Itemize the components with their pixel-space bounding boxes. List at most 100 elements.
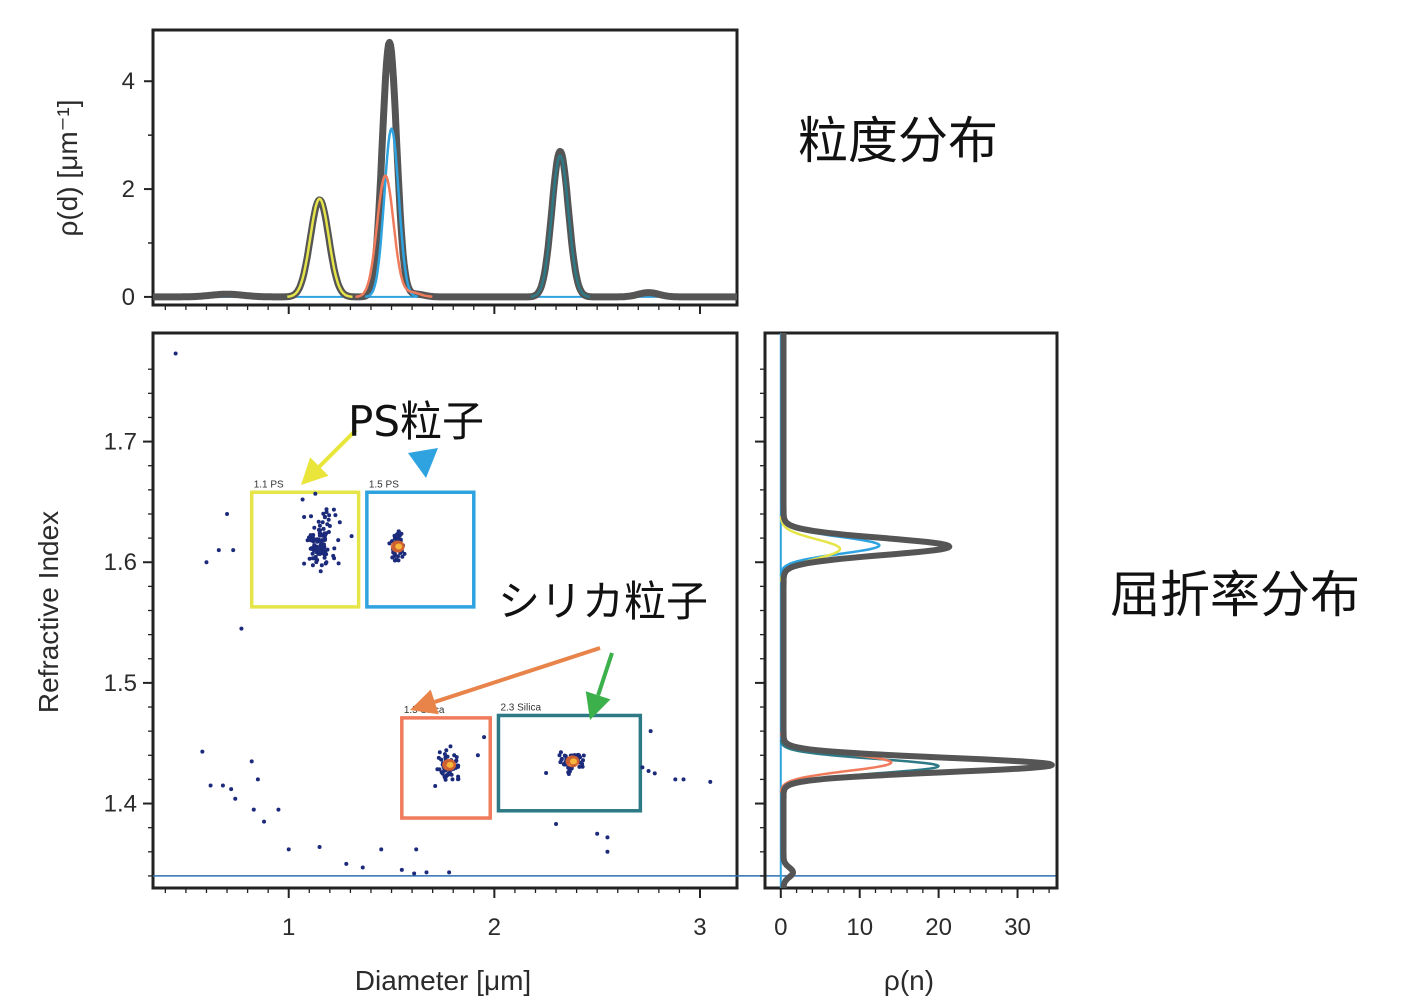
scatter-point xyxy=(307,556,312,561)
scatter-point xyxy=(452,753,457,758)
scatter-point xyxy=(442,775,447,780)
scatter-point xyxy=(396,554,400,559)
scatter-point xyxy=(302,515,307,519)
scatter-point xyxy=(326,517,331,522)
scatter-point xyxy=(456,777,461,781)
scatter-point xyxy=(300,497,305,502)
scatter-point xyxy=(327,524,332,528)
y-axis-title: ρ(d) [μm⁻¹] xyxy=(52,99,83,236)
scatter-point xyxy=(321,544,326,549)
scatter-point xyxy=(310,537,315,542)
scatter-point xyxy=(577,753,581,758)
scatter-point xyxy=(251,807,256,812)
ri-distribution-label: 屈折率分布 xyxy=(1110,566,1360,624)
line-series-silica_large xyxy=(530,154,591,298)
cluster-box xyxy=(365,490,476,609)
scatter-point xyxy=(310,563,315,568)
scatter-point xyxy=(233,796,238,801)
scatter-point xyxy=(544,771,549,775)
scatter-point xyxy=(323,536,328,541)
scatter-point xyxy=(249,759,254,764)
scatter-point xyxy=(442,752,447,757)
orange-arrow-shaft xyxy=(434,646,601,704)
y-tick-label: 1.4 xyxy=(104,791,137,818)
x-tick-label: 3 xyxy=(693,914,706,941)
scatter-point xyxy=(333,513,338,518)
scatter-point xyxy=(557,753,562,758)
scatter-point xyxy=(390,539,394,544)
scatter-point xyxy=(317,533,322,538)
scatter-point xyxy=(445,754,450,759)
top-plot-frame xyxy=(151,28,739,307)
scatter-point xyxy=(360,865,365,870)
line-series-total xyxy=(780,330,1055,891)
y-tick-label: 4 xyxy=(122,68,135,95)
scatter-point xyxy=(412,871,417,876)
x-tick-label: 2 xyxy=(488,914,501,941)
scatter-point xyxy=(424,870,429,875)
scatter-point xyxy=(559,756,564,761)
scatter-point xyxy=(309,514,313,519)
scatter-point xyxy=(554,822,559,827)
cluster-box-label: 2.3 Silica xyxy=(500,702,541,713)
silica-annotation: シリカ粒子 xyxy=(498,577,708,626)
scatter-point xyxy=(323,533,328,538)
scatter-point xyxy=(449,772,454,777)
scatter-point xyxy=(448,744,453,749)
scatter-point xyxy=(605,835,610,840)
scatter-point xyxy=(313,491,318,496)
scatter-point xyxy=(321,526,326,531)
scatter-point xyxy=(220,783,225,788)
y-tick-label: 1.6 xyxy=(104,549,137,576)
y-tick-label: 0 xyxy=(122,284,135,311)
scatter-point xyxy=(327,513,332,518)
scatter-point xyxy=(311,545,316,549)
scatter-point xyxy=(581,758,585,763)
x-tick-label: 30 xyxy=(1004,914,1031,941)
scatter-point xyxy=(435,767,440,772)
density-core-center xyxy=(395,543,403,550)
scatter-point xyxy=(319,563,324,568)
scatter-point xyxy=(439,757,444,762)
scatter-point xyxy=(563,754,568,759)
y-tick-label: 1.5 xyxy=(104,670,137,697)
ri-plot-frame xyxy=(763,331,1059,890)
scatter-point xyxy=(262,819,267,824)
size-distribution-chart: 0 2 4 ρ(d) [μm⁻¹] xyxy=(52,28,740,314)
scatter-point xyxy=(239,626,244,631)
ps-annotation: PS粒子 xyxy=(348,397,484,446)
density-core-center xyxy=(569,758,577,765)
scatter-point xyxy=(482,735,487,740)
scatter-point xyxy=(316,519,321,524)
scatter-chart: 1 2 3 1.4 1.5 1.6 1.7 Refractive Index Diameter … xyxy=(33,331,1057,996)
scatter-point xyxy=(302,561,307,566)
scatter-point xyxy=(444,748,449,753)
scatter-point xyxy=(320,520,325,525)
scatter-point xyxy=(312,525,317,530)
yellow-arrow-shaft xyxy=(317,428,358,469)
yellow-arrow-head xyxy=(301,457,329,485)
scatter-point xyxy=(255,777,260,782)
scatter-point xyxy=(440,771,445,776)
y-axis-title: Refractive Index xyxy=(33,511,64,713)
y-tick-label: 1.7 xyxy=(104,429,137,456)
scatter-point xyxy=(414,847,419,852)
scatter-point xyxy=(200,749,205,754)
density-core-center xyxy=(446,761,454,768)
scatter-point xyxy=(225,511,230,516)
scatter-point xyxy=(395,558,399,562)
scatter-point xyxy=(231,548,236,553)
orange-arrow-head xyxy=(410,689,439,715)
scatter-point xyxy=(216,548,221,553)
scatter-point xyxy=(317,552,322,556)
scatter-point xyxy=(708,779,713,784)
scatter-point xyxy=(336,561,341,566)
scatter-point xyxy=(326,530,331,534)
scatter-point xyxy=(336,538,341,543)
cluster-box xyxy=(400,716,492,820)
scatter-point xyxy=(208,783,213,788)
x-tick-label: 20 xyxy=(925,914,952,941)
scatter-point xyxy=(402,551,407,556)
annotation-arrows xyxy=(301,428,614,720)
cluster-box-label: 1.5 PS xyxy=(369,479,399,490)
